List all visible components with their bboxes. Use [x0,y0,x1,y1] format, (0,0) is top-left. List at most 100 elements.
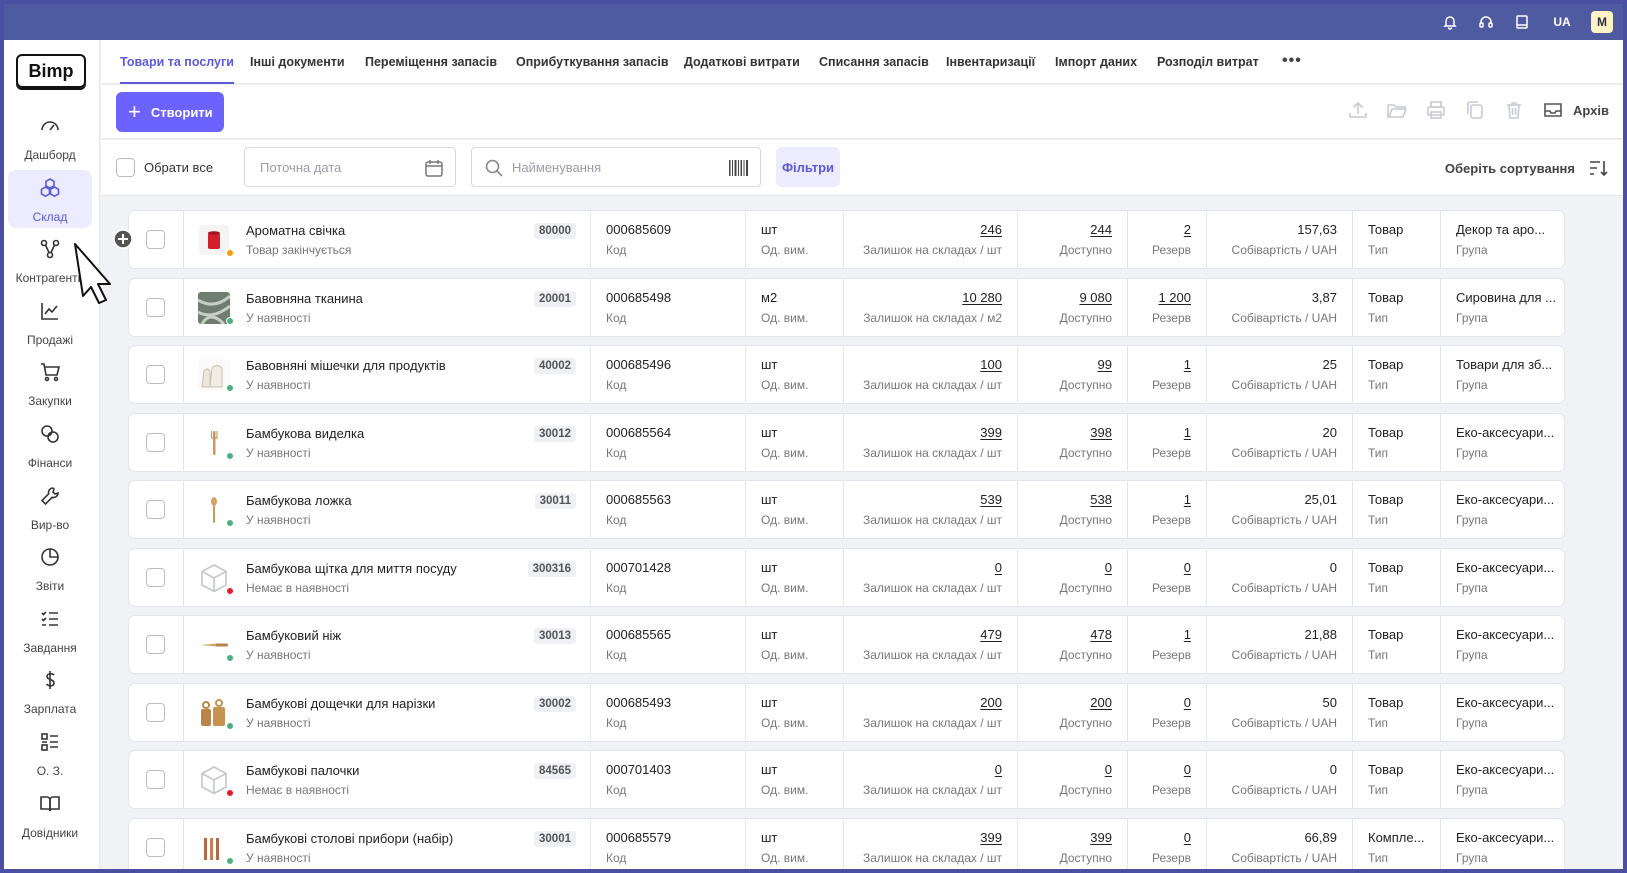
tab-7[interactable]: Імпорт даних [1055,55,1138,69]
reserve-value[interactable]: 2 [1183,222,1191,237]
folder-open-icon[interactable] [1386,99,1408,121]
stock-value[interactable]: 200 [980,694,1002,710]
row-checkbox[interactable] [146,365,165,384]
reserve-value[interactable]: 0 [1183,829,1191,845]
row-checkbox[interactable] [146,837,165,857]
table-row[interactable]: Бамбукові палочки Немає в наявності 84565 0… [128,750,1565,809]
table-row[interactable]: Бавовняні мішечки для продуктів У наявнос… [128,345,1565,404]
stock-value[interactable]: 399 [980,829,1002,845]
stock-value[interactable]: 246 [980,222,1002,237]
row-checkbox[interactable] [146,297,165,317]
available-value[interactable]: 399 [1090,829,1112,845]
tab-0[interactable]: Товари та послуги [120,40,234,84]
stock-value[interactable]: 399 [980,424,1002,440]
barcode-icon[interactable] [728,158,750,178]
product-name[interactable]: Бамбукові дощечки для нарізки [246,695,436,711]
more-tabs-icon[interactable]: ••• [1282,52,1302,69]
sidebar-item-10[interactable]: О. З. [8,724,92,782]
table-row[interactable]: Ароматна свічка Товар закінчується 80000 00… [128,210,1565,269]
available-value[interactable]: 9 080 [1079,289,1112,305]
product-cell[interactable]: Бамбуковий ніж У наявності 30013 [184,616,591,673]
sidebar-item-2[interactable]: Контрагенти [8,231,92,289]
row-checkbox[interactable] [146,230,165,249]
product-cell[interactable]: Бавовняна тканина У наявності 20001 [184,278,591,336]
tab-1[interactable]: Інші документи [250,55,345,69]
row-checkbox[interactable] [146,432,165,452]
filters-button[interactable]: Фільтри [776,147,840,187]
table-row[interactable]: Бамбуковий ніж У наявності 30013 000685565 К… [128,615,1565,674]
upload-icon[interactable] [1347,99,1369,121]
book-icon[interactable] [1511,11,1533,33]
table-row[interactable]: Бамбукова щітка для миття посуду Немає в … [128,547,1565,607]
bell-icon[interactable] [1439,11,1461,33]
product-cell[interactable]: Бавовняні мішечки для продуктів У наявнос… [184,346,591,403]
product-name[interactable]: Бамбукова ложка [246,493,352,508]
available-value[interactable]: 99 [1097,357,1112,372]
language-switch[interactable]: UA [1553,15,1571,29]
date-input[interactable]: Поточна дата [244,147,456,187]
product-name[interactable]: Бамбукова щітка для миття посуду [246,560,457,576]
product-cell[interactable]: Бамбукова виделка У наявності 30012 [184,413,591,471]
available-value[interactable]: 398 [1090,424,1112,440]
stock-value[interactable]: 0 [994,559,1002,575]
sidebar-item-6[interactable]: Вир-во [8,478,92,536]
select-all-checkbox[interactable] [116,158,135,177]
available-value[interactable]: 0 [1104,559,1112,575]
tab-6[interactable]: Інвентаризації [946,55,1036,69]
sidebar-item-1[interactable]: Склад [8,170,92,228]
stock-value[interactable]: 10 280 [962,289,1002,305]
archive-button[interactable]: Архів [1573,102,1609,118]
sort-icon[interactable] [1587,157,1609,179]
product-name[interactable]: Бавовняна тканина [246,290,363,306]
headset-icon[interactable] [1475,11,1497,33]
table-row[interactable]: Бамбукові дощечки для нарізки У наявності… [128,682,1565,742]
available-value[interactable]: 478 [1090,627,1112,642]
available-value[interactable]: 244 [1090,222,1112,237]
sidebar-item-7[interactable]: Звіти [8,539,92,597]
row-checkbox[interactable] [146,770,165,789]
product-cell[interactable]: Бамбукові столові прибори (набір) У наявн… [184,818,591,869]
calendar-icon[interactable] [423,157,445,179]
app-logo[interactable]: Bimp [16,54,86,88]
select-all[interactable]: Обрати все [116,158,213,177]
stock-value[interactable]: 539 [980,492,1002,507]
reserve-value[interactable]: 0 [1183,762,1191,777]
sidebar-item-8[interactable]: Завдання [8,601,92,659]
reserve-value[interactable]: 1 [1183,627,1191,642]
available-value[interactable]: 0 [1104,762,1112,777]
print-icon[interactable] [1425,99,1447,121]
product-cell[interactable]: Бамбукові палочки Немає в наявності 84565 [184,751,591,808]
reserve-value[interactable]: 1 [1183,492,1191,507]
copy-icon[interactable] [1464,99,1486,121]
row-checkbox[interactable] [146,635,165,654]
product-name[interactable]: Бамбукові столові прибори (набір) [246,830,454,846]
sidebar-item-9[interactable]: Зарплата [8,662,92,720]
available-value[interactable]: 538 [1090,492,1112,507]
product-name[interactable]: Бамбукова виделка [246,425,365,441]
reserve-value[interactable]: 0 [1183,559,1191,575]
product-name[interactable]: Бамбуковий ніж [246,628,342,643]
create-button[interactable]: + Створити [116,92,224,132]
row-checkbox[interactable] [146,702,165,722]
sidebar-item-4[interactable]: Закупки [8,354,92,412]
tab-5[interactable]: Списання запасів [819,55,929,69]
user-avatar[interactable]: M [1591,11,1613,33]
sort-select[interactable]: Оберіть сортування [1445,157,1609,179]
product-cell[interactable]: Бамбукові дощечки для нарізки У наявності… [184,683,591,741]
row-checkbox[interactable] [146,567,165,587]
tab-2[interactable]: Переміщення запасів [365,55,498,69]
sidebar-item-11[interactable]: Довідники [8,786,92,844]
stock-value[interactable]: 0 [994,762,1002,777]
archive-icon[interactable] [1542,99,1564,121]
reserve-value[interactable]: 0 [1183,694,1191,710]
table-row[interactable]: Бамбукові столові прибори (набір) У наявн… [128,817,1565,869]
available-value[interactable]: 200 [1090,694,1112,710]
table-row[interactable]: Бамбукова виделка У наявності 30012 0006855… [128,412,1565,472]
product-name[interactable]: Бамбукові палочки [246,763,360,778]
stock-value[interactable]: 479 [980,627,1002,642]
tab-4[interactable]: Додаткові витрати [684,55,800,69]
sidebar-item-5[interactable]: Фінанси [8,416,92,474]
reserve-value[interactable]: 1 [1183,357,1191,372]
reserve-value[interactable]: 1 [1183,424,1191,440]
row-checkbox[interactable] [146,500,165,519]
